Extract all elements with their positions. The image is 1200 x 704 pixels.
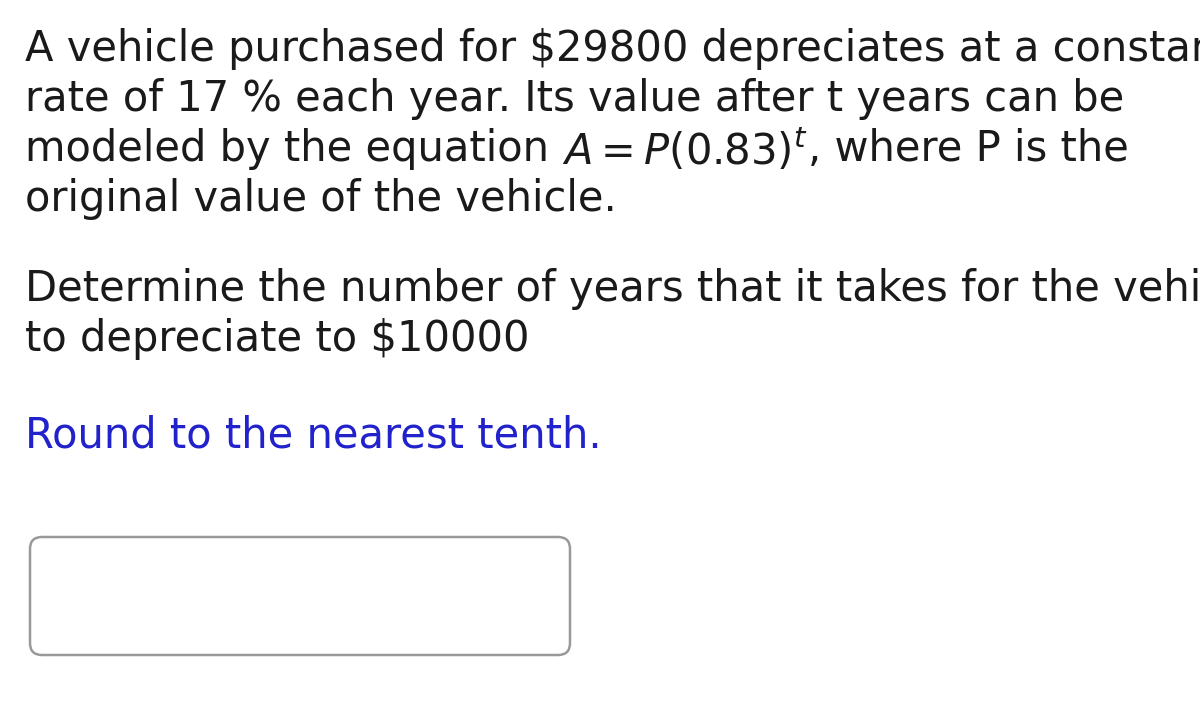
Text: , where P is the: , where P is the (808, 128, 1129, 170)
Text: Determine the number of years that it takes for the vehicle: Determine the number of years that it ta… (25, 268, 1200, 310)
Text: Round to the nearest tenth.: Round to the nearest tenth. (25, 415, 601, 457)
Text: $A = P(0.83)^{t}$: $A = P(0.83)^{t}$ (563, 128, 808, 174)
Text: A vehicle purchased for $29800 depreciates at a constant: A vehicle purchased for $29800 depreciat… (25, 28, 1200, 70)
Text: to depreciate to $10000: to depreciate to $10000 (25, 318, 529, 360)
Text: original value of the vehicle.: original value of the vehicle. (25, 178, 617, 220)
FancyBboxPatch shape (30, 537, 570, 655)
Text: rate of 17 % each year. Its value after t years can be: rate of 17 % each year. Its value after … (25, 78, 1124, 120)
Text: modeled by the equation: modeled by the equation (25, 128, 563, 170)
